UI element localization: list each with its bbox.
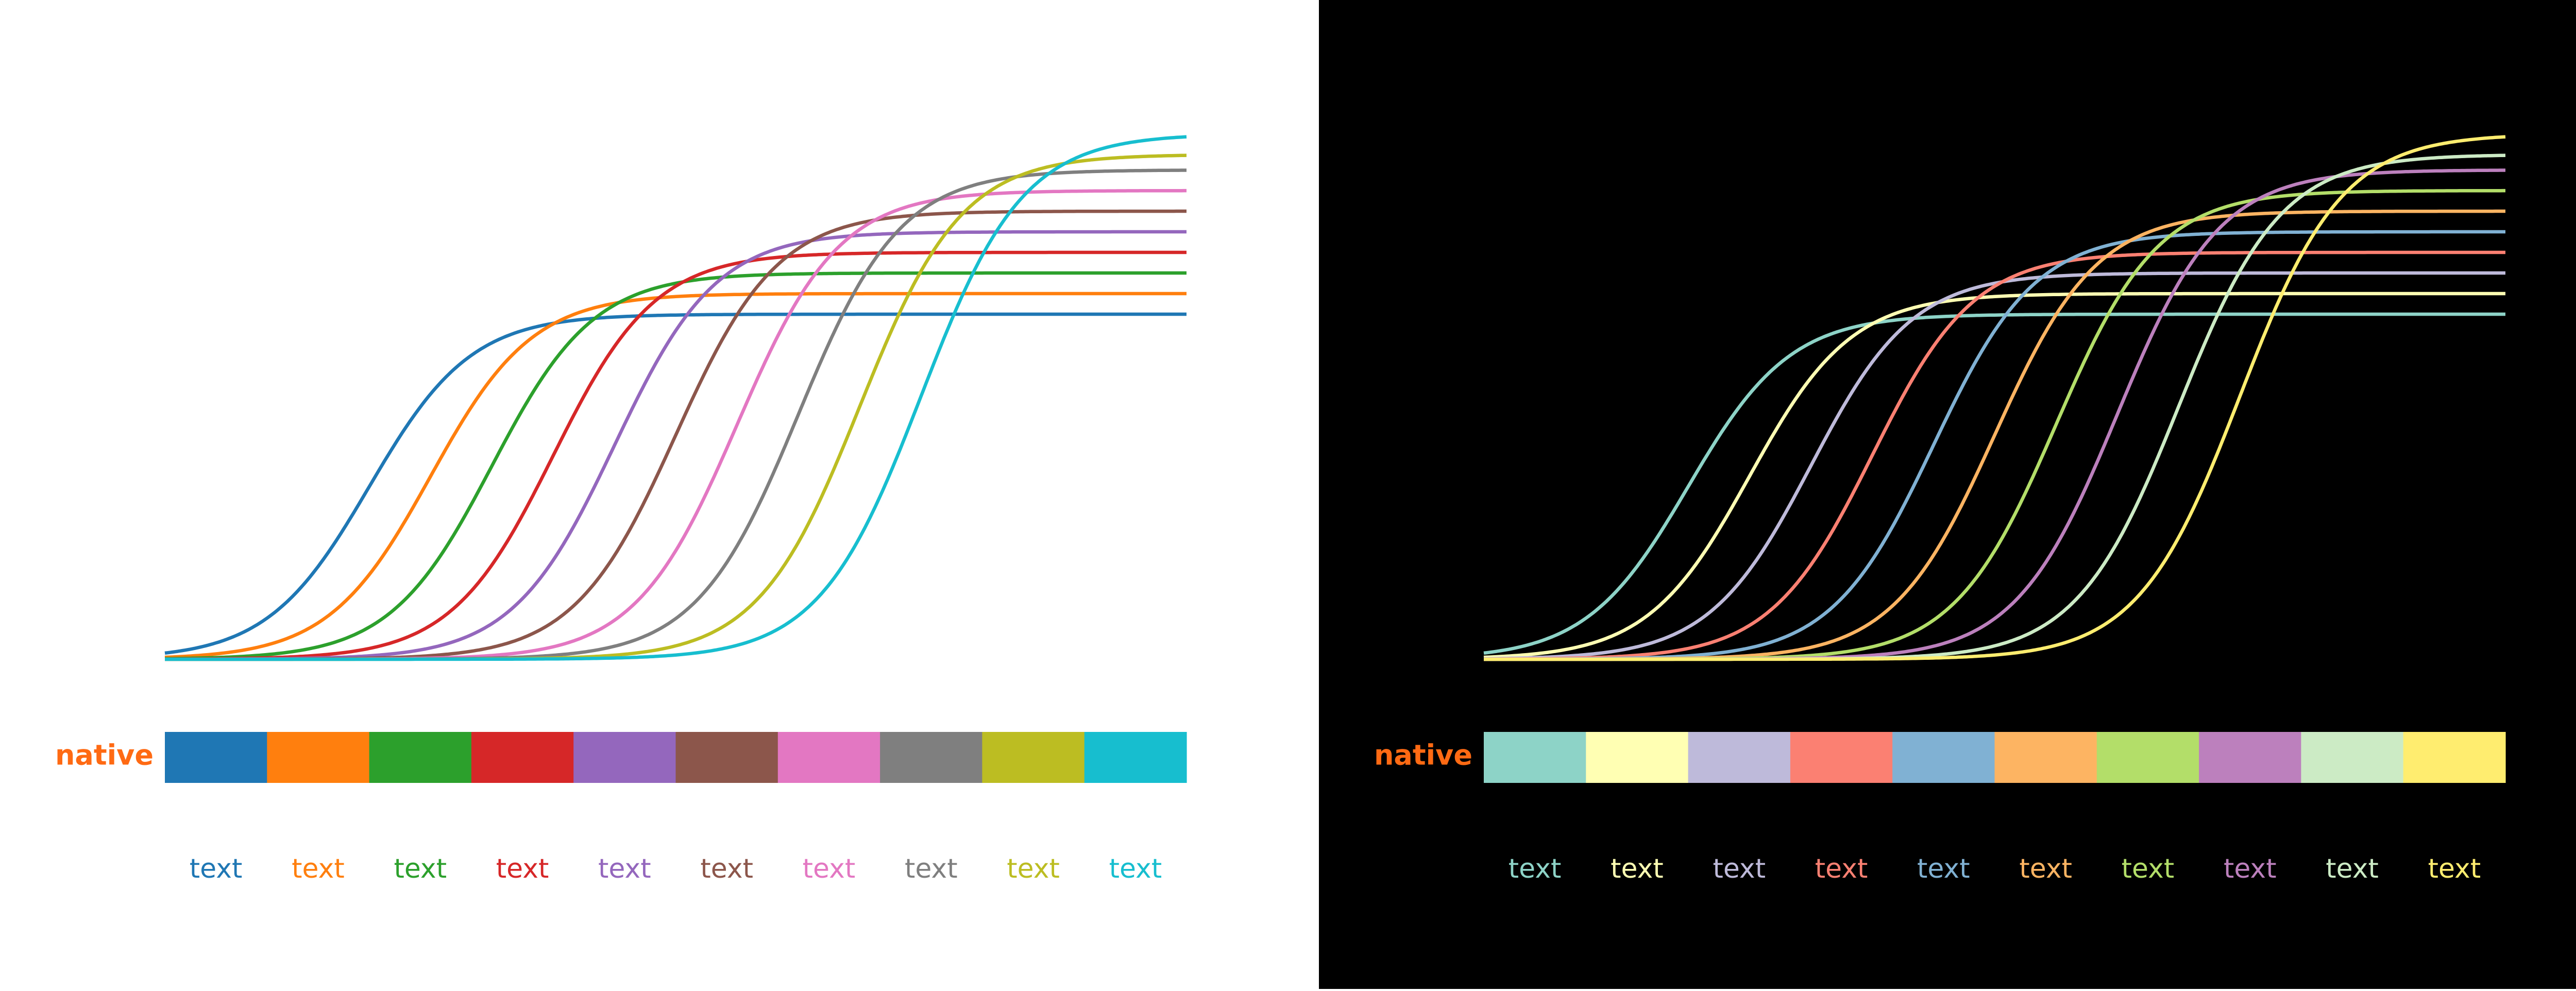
color-swatch-5 [1892, 732, 1995, 783]
color-swatch-4 [1790, 732, 1893, 783]
color-swatch-6 [1994, 732, 2097, 783]
color-strip [165, 732, 1187, 783]
sample-text-row: text text text text text text text text text text [190, 853, 1162, 884]
sample-text-4: text [496, 853, 549, 884]
sample-text-5: text [598, 853, 651, 884]
color-swatch-10 [1084, 732, 1187, 783]
strip-label: native [55, 739, 154, 772]
color-swatch-1 [165, 732, 267, 783]
color-swatch-1 [1484, 732, 1586, 783]
color-swatch-4 [471, 732, 574, 783]
series-line-10 [1484, 135, 2506, 661]
sample-text-4: text [1815, 853, 1868, 884]
color-strip [1484, 732, 2506, 783]
series-line-3 [164, 271, 1187, 661]
color-swatch-7 [777, 732, 880, 783]
color-swatch-9 [2301, 732, 2404, 783]
sample-text-1: text [1509, 853, 1562, 884]
color-swatch-9 [982, 732, 1085, 783]
series-line-4 [1484, 250, 2505, 661]
color-swatch-2 [1586, 732, 1689, 783]
series-line-2 [1483, 292, 2505, 659]
color-swatch-10 [2403, 732, 2506, 783]
series-line-4 [165, 250, 1187, 661]
color-swatch-5 [573, 732, 676, 783]
sample-text-7: text [2122, 853, 2175, 884]
color-swatch-8 [2199, 732, 2301, 783]
panel-background [0, 0, 1319, 989]
color-swatch-3 [1688, 732, 1791, 783]
sample-text-7: text [803, 853, 856, 884]
series-line-3 [1483, 271, 2505, 661]
strip-label: native [1374, 739, 1472, 772]
sample-text-2: text [292, 853, 345, 884]
series-line-1 [1483, 312, 2505, 655]
sample-text-10: text [1109, 853, 1162, 884]
sample-text-3: text [1713, 853, 1766, 884]
sample-text-row: text text text text text text text text text text [1509, 853, 2481, 884]
sample-text-9: text [2326, 853, 2379, 884]
color-swatch-8 [880, 732, 982, 783]
color-swatch-2 [267, 732, 370, 783]
panel-background [1319, 0, 2576, 989]
sample-text-1: text [190, 853, 243, 884]
series-line-10 [165, 135, 1187, 661]
sample-text-6: text [700, 853, 753, 884]
series-line-1 [164, 312, 1187, 655]
sample-text-10: text [2428, 853, 2481, 884]
color-swatch-3 [369, 732, 472, 783]
color-swatch-6 [675, 732, 778, 783]
sample-text-6: text [2019, 853, 2072, 884]
sample-text-8: text [905, 853, 958, 884]
series-group [164, 135, 1187, 661]
sample-text-3: text [394, 853, 447, 884]
sample-text-2: text [1611, 853, 1664, 884]
series-line-2 [164, 292, 1187, 659]
sample-text-9: text [1007, 853, 1060, 884]
sample-text-5: text [1917, 853, 1970, 884]
color-swatch-7 [2096, 732, 2199, 783]
sample-text-8: text [2224, 853, 2277, 884]
series-group [1483, 135, 2506, 661]
